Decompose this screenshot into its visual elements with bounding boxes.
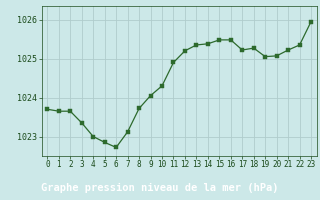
Text: Graphe pression niveau de la mer (hPa): Graphe pression niveau de la mer (hPa): [41, 183, 279, 193]
